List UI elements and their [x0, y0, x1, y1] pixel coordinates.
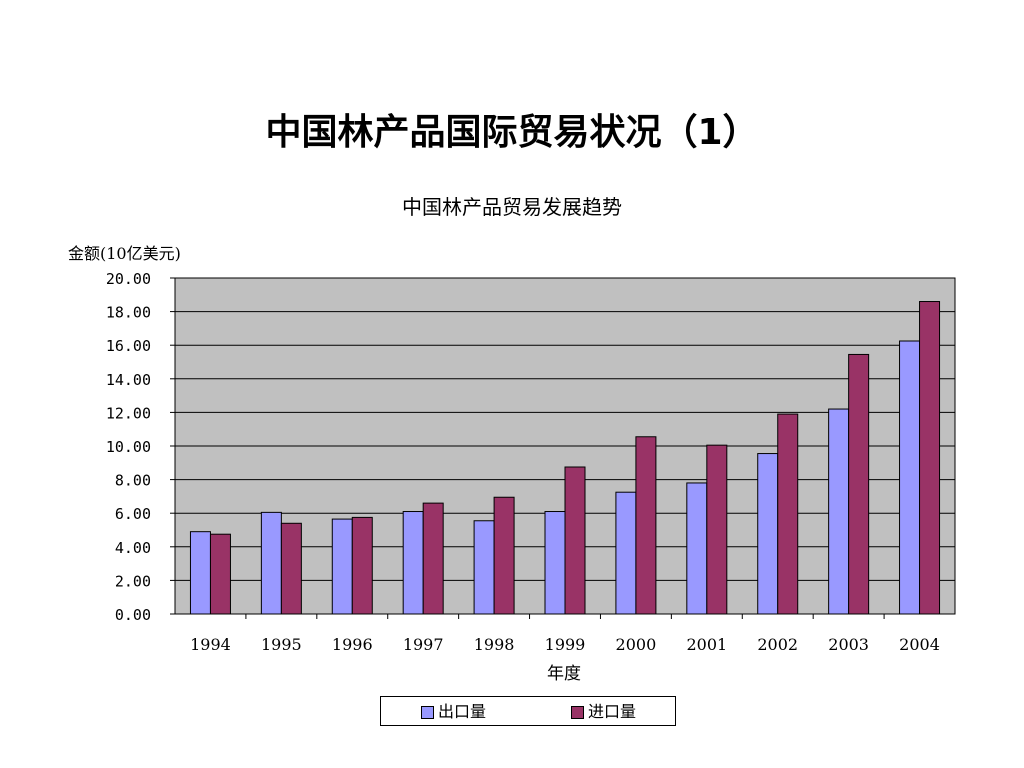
- bar-export: [402, 511, 424, 615]
- chart-legend: 出口量 进口量: [380, 696, 676, 726]
- x-tick-label: 1995: [261, 635, 302, 654]
- y-tick-label: 6.00: [115, 505, 151, 523]
- bar-import: [848, 353, 870, 615]
- bar-import: [422, 502, 444, 615]
- legend-label-import: 进口量: [588, 702, 637, 721]
- y-tick-label: 16.00: [106, 337, 151, 355]
- chart-title: 中国林产品贸易发展趋势: [402, 195, 622, 219]
- bar-import: [209, 533, 231, 615]
- x-tick-label: 1998: [474, 635, 515, 654]
- y-tick-label: 20.00: [106, 270, 151, 288]
- legend-swatch-export: [421, 705, 434, 719]
- bar-export: [331, 518, 353, 615]
- y-tick-label: 4.00: [115, 539, 151, 557]
- y-tick-label: 14.00: [106, 371, 151, 389]
- x-tick-label: 1997: [403, 635, 444, 654]
- bar-export: [615, 491, 637, 615]
- y-tick-label: 18.00: [106, 304, 151, 322]
- slide-title: 中国林产品国际贸易状况（1）: [265, 112, 759, 153]
- legend-item-export: 出口量: [421, 702, 486, 722]
- x-axis-label: 年度: [547, 664, 581, 684]
- y-axis-label: 金额(10亿美元): [68, 244, 181, 263]
- y-tick-label: 8.00: [115, 472, 151, 490]
- bar-import: [564, 466, 586, 615]
- x-tick-label: 1999: [545, 635, 586, 654]
- bar-import: [919, 301, 941, 615]
- bar-import: [777, 413, 799, 615]
- bar-import: [635, 436, 657, 615]
- bar-import: [351, 516, 373, 615]
- x-tick-label: 1994: [190, 635, 231, 654]
- bar-export: [189, 531, 211, 615]
- y-tick-label: 10.00: [106, 438, 151, 456]
- bar-export: [473, 520, 495, 615]
- bar-export: [544, 511, 566, 615]
- x-tick-label: 2002: [757, 635, 798, 654]
- legend-swatch-import: [571, 705, 584, 719]
- y-tick-label: 0.00: [115, 606, 151, 624]
- bar-export: [828, 408, 850, 615]
- y-tick-label: 2.00: [115, 572, 151, 590]
- y-tick-label: 12.00: [106, 404, 151, 422]
- x-tick-label: 2004: [899, 635, 940, 654]
- bar-export: [260, 511, 282, 615]
- bar-export: [757, 453, 779, 615]
- x-tick-label: 2001: [686, 635, 727, 654]
- x-tick-label: 2000: [616, 635, 657, 654]
- bar-export: [686, 482, 708, 615]
- bar-import: [493, 496, 515, 615]
- bar-export: [899, 340, 921, 615]
- legend-label-export: 出口量: [438, 702, 487, 721]
- legend-item-import: 进口量: [571, 702, 636, 722]
- bar-import: [280, 522, 302, 615]
- x-tick-label: 1996: [332, 635, 373, 654]
- x-tick-label: 2003: [828, 635, 869, 654]
- bar-import: [706, 444, 728, 615]
